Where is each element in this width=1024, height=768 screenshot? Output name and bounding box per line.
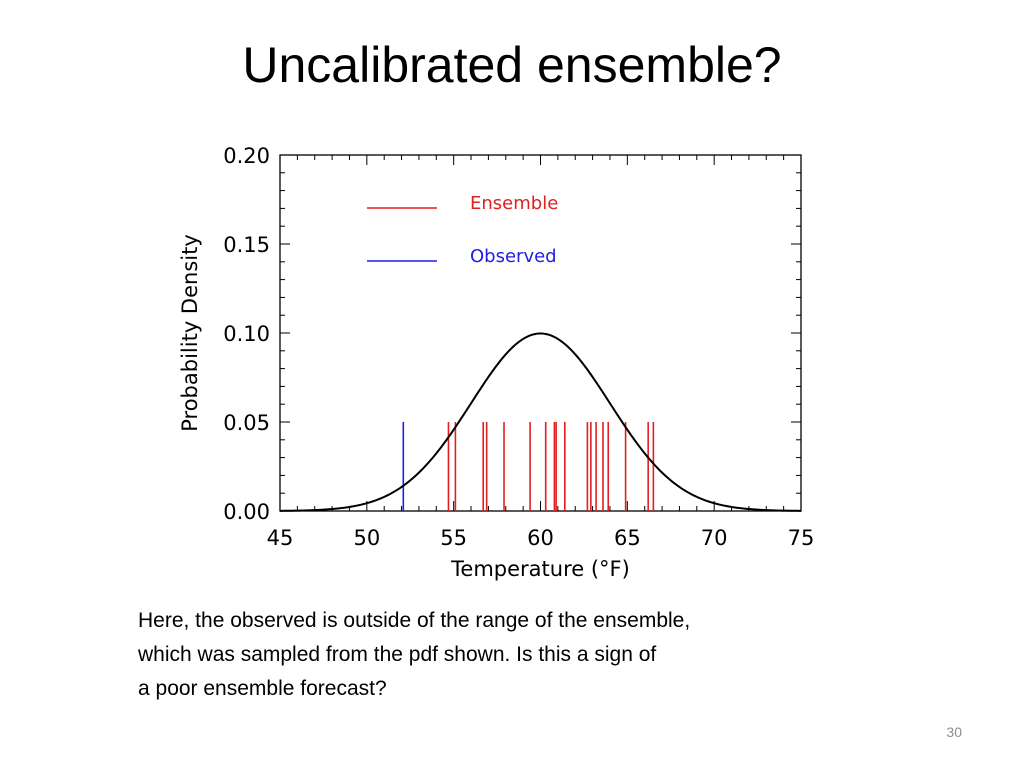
caption-line: Here, the observed is outside of the ran… [138,609,691,632]
slide-title: Uncalibrated ensemble? [242,37,782,93]
y-tick-label: 0.10 [223,322,270,346]
x-tick-label: 65 [614,526,641,550]
x-tick-label: 75 [788,526,815,550]
y-tick-label: 0.05 [223,411,270,435]
caption-line: which was sampled from the pdf shown. Is… [138,643,657,666]
x-tick-label: 50 [353,526,380,550]
caption-line: a poor ensemble forecast? [138,677,387,700]
x-tick-label: 60 [527,526,554,550]
x-tick-label: 55 [440,526,467,550]
y-tick-label: 0.20 [223,144,270,168]
y-tick-label: 0.00 [223,500,270,524]
caption-text: Here, the observed is outside of the ran… [138,604,858,706]
y-axis-label: Probability Density [178,234,202,432]
legend-label: Observed [470,246,557,267]
x-axis-label: Temperature (°F) [450,557,630,581]
legend-label: Ensemble [470,193,558,214]
slide-number: 30 [946,724,962,740]
y-tick-label: 0.15 [223,233,270,257]
x-tick-label: 70 [701,526,728,550]
x-tick-label: 45 [267,526,294,550]
pdf-curve [279,332,802,512]
